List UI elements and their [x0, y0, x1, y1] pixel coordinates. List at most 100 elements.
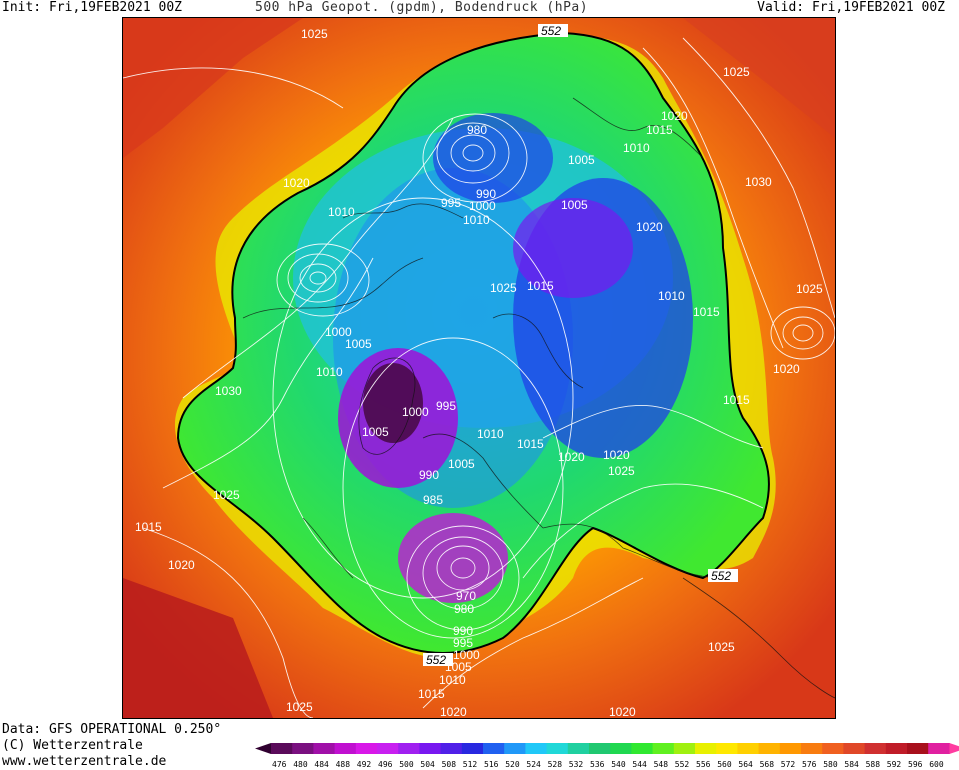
- pressure-label: 1010: [463, 213, 490, 227]
- legend-tick-label: 504: [420, 760, 435, 769]
- pressure-label: 1010: [477, 427, 504, 441]
- pressure-label: 1010: [439, 673, 466, 687]
- legend-swatch: [377, 743, 399, 754]
- legend-swatch: [398, 743, 420, 754]
- legend-arrow-high: [949, 743, 959, 754]
- legend-tick-labels: 476 480 484 488 492 496 500 504 508 512 516 520 524 5…: [272, 760, 944, 769]
- legend-tick-label: 484: [314, 760, 329, 769]
- legend-swatch: [737, 743, 760, 754]
- pressure-label: 1025: [796, 282, 823, 296]
- contour-552-label: 552: [711, 569, 731, 583]
- legend-tick-label: 500: [399, 760, 414, 769]
- pressure-label: 1020: [558, 450, 585, 464]
- legend-tick-label: 556: [696, 760, 711, 769]
- legend-arrow-low: [255, 743, 271, 754]
- pressure-label: 1015: [527, 279, 554, 293]
- legend-swatch: [292, 743, 314, 754]
- legend-swatch: [546, 743, 569, 754]
- purple-region-atlantic: [398, 513, 508, 603]
- pressure-label: 1020: [603, 448, 630, 462]
- legend-swatch: [567, 743, 590, 754]
- pressure-label: 995: [441, 196, 461, 210]
- legend-tick-label: 512: [463, 760, 478, 769]
- pressure-label: 1015: [723, 393, 750, 407]
- legend-tick-label: 480: [293, 760, 308, 769]
- legend-tick-label: 516: [484, 760, 499, 769]
- pressure-label: 1025: [708, 640, 735, 654]
- pressure-label: 995: [453, 636, 473, 650]
- contour-552-label: 552: [426, 653, 446, 667]
- chart-title: 500 hPa Geopot. (gpdm), Bodendruck (hPa): [255, 0, 589, 15]
- pressure-label: 1025: [301, 27, 328, 41]
- deep-low-core: [363, 363, 423, 443]
- legend-swatch: [928, 743, 950, 754]
- legend-swatch: [440, 743, 463, 754]
- website-url[interactable]: www.wetterzentrale.de: [2, 754, 167, 769]
- copyright-label: (C) Wetterzentrale: [2, 738, 143, 753]
- legend-tick-label: 576: [802, 760, 817, 769]
- legend-tick-label: 536: [590, 760, 605, 769]
- legend-swatch: [334, 743, 357, 754]
- pressure-label: 1025: [608, 464, 635, 478]
- warm-region-ne: [683, 18, 835, 138]
- legend-tick-label: 496: [378, 760, 393, 769]
- legend-swatch: [801, 743, 823, 754]
- legend-swatch: [758, 743, 781, 754]
- legend-tick-label: 524: [526, 760, 541, 769]
- legend-swatch: [313, 743, 336, 754]
- map-canvas: 1025 1025 1020 1015 1010 1005 980 990 10…: [122, 18, 836, 719]
- contour-552-label: 552: [541, 24, 561, 38]
- legend-tick-label: 476: [272, 760, 287, 769]
- pressure-label: 1020: [773, 362, 800, 376]
- purple-region-east: [513, 198, 633, 298]
- pressure-label: 1005: [345, 337, 372, 351]
- contour-552-labels: 552 552 552: [423, 24, 738, 667]
- legend-tick-label: 492: [357, 760, 372, 769]
- legend-swatch: [504, 743, 526, 754]
- legend-tick-label: 596: [908, 760, 923, 769]
- legend-tick-label: 520: [505, 760, 520, 769]
- pressure-label: 1005: [448, 457, 475, 471]
- legend-tick-label: 528: [548, 760, 563, 769]
- pressure-label: 1020: [609, 705, 636, 718]
- legend-swatch: [695, 743, 717, 754]
- legend-swatch: [779, 743, 802, 754]
- legend-tick-label: 508: [442, 760, 457, 769]
- pressure-label: 1015: [693, 305, 720, 319]
- pressure-label: 970: [456, 589, 476, 603]
- valid-time-label: Valid: Fri,19FEB2021 00Z: [757, 0, 945, 15]
- legend-swatch: [907, 743, 929, 754]
- pressure-label: 990: [419, 468, 439, 482]
- legend-tick-label: 592: [887, 760, 902, 769]
- pressure-label: 1000: [325, 325, 352, 339]
- init-time-label: Init: Fri,19FEB2021 00Z: [2, 0, 183, 15]
- pressure-label: 1025: [213, 488, 240, 502]
- legend-swatch: [843, 743, 866, 754]
- pressure-label: 1010: [658, 289, 685, 303]
- pressure-label: 1015: [418, 687, 445, 701]
- pressure-label: 1025: [723, 65, 750, 79]
- legend-swatch: [355, 743, 378, 754]
- pressure-label: 1015: [135, 520, 162, 534]
- pressure-label: 980: [454, 602, 474, 616]
- legend-swatch: [673, 743, 696, 754]
- legend-swatch: [419, 743, 442, 754]
- legend-swatch: [631, 743, 654, 754]
- pressure-label: 1010: [328, 205, 355, 219]
- legend-tick-label: 488: [336, 760, 351, 769]
- pressure-label: 1005: [561, 198, 588, 212]
- pressure-label: 1015: [517, 437, 544, 451]
- pressure-label: 1005: [568, 153, 595, 167]
- legend-swatch: [885, 743, 908, 754]
- legend-swatch: [610, 743, 632, 754]
- pressure-label: 1010: [623, 141, 650, 155]
- legend-swatch: [271, 743, 293, 754]
- pressure-label: 1005: [362, 425, 389, 439]
- legend-swatch: [525, 743, 548, 754]
- pressure-label: 1020: [440, 705, 467, 718]
- pressure-label: 1010: [316, 365, 343, 379]
- pressure-label: 1000: [402, 405, 429, 419]
- pressure-label: 1000: [453, 648, 480, 662]
- warm-region-sw: [123, 578, 273, 718]
- legend-swatch: [589, 743, 611, 754]
